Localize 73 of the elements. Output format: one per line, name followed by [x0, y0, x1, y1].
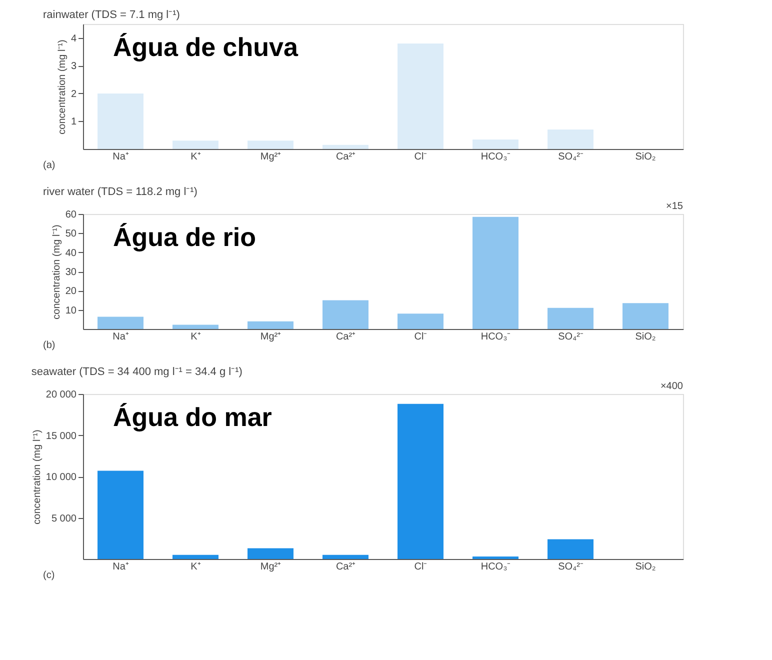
x-tick-label: Na⁺: [112, 332, 130, 342]
chart-title: seawater (TDS = 34 400 mg l⁻¹ = 34.4 g l⁻¹): [31, 366, 242, 378]
annotation: Água de chuva: [113, 32, 298, 62]
text: ×15: [666, 201, 684, 212]
x-tick-label: Cl⁻: [414, 562, 428, 572]
bar: [622, 303, 668, 329]
y-tick-label: 20 000: [46, 390, 77, 400]
y-tick-label: 4: [70, 33, 77, 44]
y-axis-title: concentration (mg l⁻¹): [51, 224, 62, 320]
y-tick-label: 1: [70, 116, 77, 128]
x-tick-label: Na⁺: [112, 562, 130, 572]
x-tick-label: SO₄²⁻: [558, 152, 584, 162]
x-tick-label: Ca²⁺: [336, 332, 356, 342]
x-tick-label: Cl⁻: [414, 332, 428, 342]
x-tick-label: SO₄²⁻: [558, 562, 584, 572]
bar: [172, 324, 218, 329]
x-tick-label: HCO₃⁻: [480, 152, 512, 162]
x-tick-label: Mg²⁺: [260, 152, 282, 162]
y-tick-label: 50: [65, 228, 77, 240]
bar: [548, 539, 594, 559]
bar: [322, 554, 368, 559]
bar: [248, 321, 294, 329]
bar: [248, 548, 294, 559]
bar: [322, 144, 368, 149]
y-tick-label: 3: [70, 61, 77, 72]
annotation: Água do mar: [113, 402, 272, 432]
y-tick-label: 40: [65, 248, 77, 259]
bar: [398, 314, 444, 329]
y-axis-title: concentration (mg l⁻¹): [32, 430, 43, 524]
bar: [98, 470, 144, 559]
x-tick-label: HCO₃⁻: [480, 332, 512, 342]
x-tick-label: K⁺: [190, 562, 202, 572]
y-tick-label: 2: [70, 88, 77, 100]
chart-title: river water (TDS = 118.2 mg l⁻¹): [43, 186, 198, 198]
x-tick-label: SO₄²⁻: [558, 332, 584, 342]
bar: [548, 130, 594, 149]
y-tick-label: 20: [65, 286, 77, 298]
text: (b): [43, 340, 56, 351]
y-tick-label: 5 000: [51, 513, 77, 524]
bar: [98, 93, 144, 149]
x-tick-label: SiO₂: [635, 332, 656, 342]
x-tick-label: Cl⁻: [414, 152, 428, 162]
text: (a): [43, 160, 56, 171]
x-tick-label: SiO₂: [635, 152, 656, 162]
text: (c): [43, 570, 55, 581]
bar: [398, 43, 444, 149]
y-tick-label: 15 000: [46, 430, 77, 442]
bar: [548, 308, 594, 329]
chart-title: rainwater (TDS = 7.1 mg l⁻¹): [43, 9, 180, 21]
x-tick-label: K⁺: [190, 152, 202, 162]
bar: [172, 554, 218, 559]
bar: [322, 300, 368, 329]
x-tick-label: Mg²⁺: [260, 332, 282, 342]
y-tick-label: 30: [65, 267, 77, 278]
bar: [472, 216, 518, 329]
bar: [172, 140, 218, 149]
x-tick-label: Ca²⁺: [336, 152, 356, 162]
x-tick-label: K⁺: [190, 332, 202, 342]
bar: [98, 316, 144, 329]
x-tick-label: Mg²⁺: [260, 562, 282, 572]
x-tick-label: Ca²⁺: [336, 562, 356, 572]
y-axis-title: concentration (mg l⁻¹): [56, 40, 68, 134]
y-tick-label: 10: [65, 305, 77, 316]
y-tick-label: 10 000: [46, 472, 77, 483]
text: ×400: [660, 381, 684, 392]
x-tick-label: Na⁺: [112, 152, 130, 162]
bar: [472, 140, 518, 149]
y-tick-label: 60: [65, 210, 77, 220]
x-tick-label: HCO₃⁻: [480, 562, 512, 572]
x-tick-label: SiO₂: [635, 562, 656, 572]
annotation: Água de rio: [113, 222, 256, 252]
bar: [398, 404, 444, 559]
bar: [248, 140, 294, 149]
